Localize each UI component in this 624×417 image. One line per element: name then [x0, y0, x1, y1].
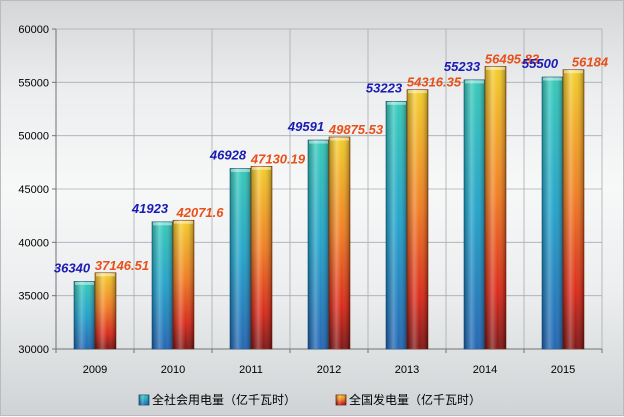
bar-cap [465, 80, 484, 84]
bar-shading [152, 221, 173, 349]
y-tick-label: 35000 [18, 291, 49, 303]
data-label-generation: 37146.51 [95, 258, 149, 273]
bar-consumption-2013 [385, 100, 408, 350]
bar-cap [387, 101, 406, 105]
bar-cap [408, 90, 427, 94]
data-label-generation: 56184 [572, 55, 609, 70]
legend-item-consumption: 全社会用电量（亿千瓦时） [138, 392, 296, 407]
bar-consumption-2011 [229, 168, 252, 350]
bar-cap [174, 220, 193, 224]
bar-consumption-2010 [151, 221, 174, 350]
data-label-generation: 54316.35 [407, 75, 462, 90]
bar-cap [96, 273, 115, 277]
x-tick-label: 2014 [473, 364, 497, 376]
legend-label: 全社会用电量（亿千瓦时） [152, 392, 296, 407]
bar-generation-2009 [94, 272, 117, 350]
bar-cap [231, 168, 250, 172]
data-label-consumption: 46928 [209, 147, 247, 162]
data-labels: 36340 37146.51 41923 42071.6 46928 47130.19 49… [54, 51, 609, 275]
bar-cap [564, 70, 583, 74]
bar-shading [329, 136, 350, 349]
bar-generation-2013 [406, 89, 429, 350]
x-tick-label: 2013 [395, 364, 419, 376]
y-tick-label: 40000 [18, 237, 49, 249]
x-tick-label: 2009 [83, 364, 107, 376]
bar-shading [464, 79, 485, 350]
bar-shading [386, 101, 407, 350]
bar-generation-2014 [484, 66, 507, 350]
data-label-consumption: 55233 [444, 59, 481, 74]
legend: 全社会用电量（亿千瓦时） 全国发电量（亿千瓦时） [138, 392, 481, 407]
bar-shading [230, 168, 251, 349]
bar-generation-2012 [328, 136, 351, 350]
data-label-consumption: 36340 [54, 260, 91, 275]
y-tick-label: 30000 [18, 344, 49, 356]
bars [73, 66, 585, 350]
bar-cap [330, 137, 349, 141]
legend-swatch-shading [336, 395, 346, 405]
bar-consumption-2014 [463, 79, 486, 350]
bar-generation-2015 [562, 69, 585, 350]
axes: 30000 35000 40000 45000 50000 55000 60000 2009 2… [18, 24, 603, 376]
data-label-consumption: 55500 [522, 56, 559, 71]
bar-shading [251, 166, 272, 349]
bar-shading [485, 66, 506, 350]
grid-lines [55, 28, 603, 349]
bar-generation-2011 [250, 165, 273, 350]
bar-consumption-2012 [307, 139, 330, 350]
data-label-consumption: 49591 [287, 119, 324, 134]
legend-swatch-shading [139, 395, 149, 405]
y-tick-label: 50000 [18, 131, 49, 143]
data-label-generation: 42071.6 [176, 205, 225, 220]
x-tick-label: 2010 [161, 364, 185, 376]
bar-cap [486, 66, 505, 70]
data-label-generation: 56495.83 [485, 51, 540, 66]
x-tick-label: 2012 [317, 364, 341, 376]
legend-label: 全国发电量（亿千瓦时） [349, 392, 481, 407]
y-tick-label: 60000 [18, 24, 49, 36]
y-tick-label: 55000 [18, 77, 49, 89]
bar-shading [308, 140, 329, 349]
bar-cap [309, 140, 328, 144]
data-label-consumption: 53223 [366, 80, 403, 95]
bar-consumption-2009 [73, 281, 96, 350]
bar-shading [95, 272, 116, 349]
data-label-generation: 47130.19 [250, 151, 306, 166]
y-tick-label: 45000 [18, 184, 49, 196]
bar-generation-2010 [172, 219, 195, 350]
bar-shading [563, 69, 584, 349]
x-tick-label: 2015 [551, 364, 575, 376]
bar-cap [153, 222, 172, 226]
x-tick-label: 2011 [239, 364, 263, 376]
bar-cap [75, 281, 94, 285]
bar-consumption-2015 [541, 76, 564, 350]
bar-shading [74, 281, 95, 349]
data-label-generation: 49875.53 [328, 122, 384, 137]
bar-shading [542, 77, 563, 349]
bar-shading [407, 89, 428, 349]
legend-item-generation: 全国发电量（亿千瓦时） [335, 392, 481, 407]
bar-cap [543, 77, 562, 81]
bar-shading [173, 220, 194, 349]
bar-cap [252, 166, 271, 170]
data-label-consumption: 41923 [131, 201, 169, 216]
